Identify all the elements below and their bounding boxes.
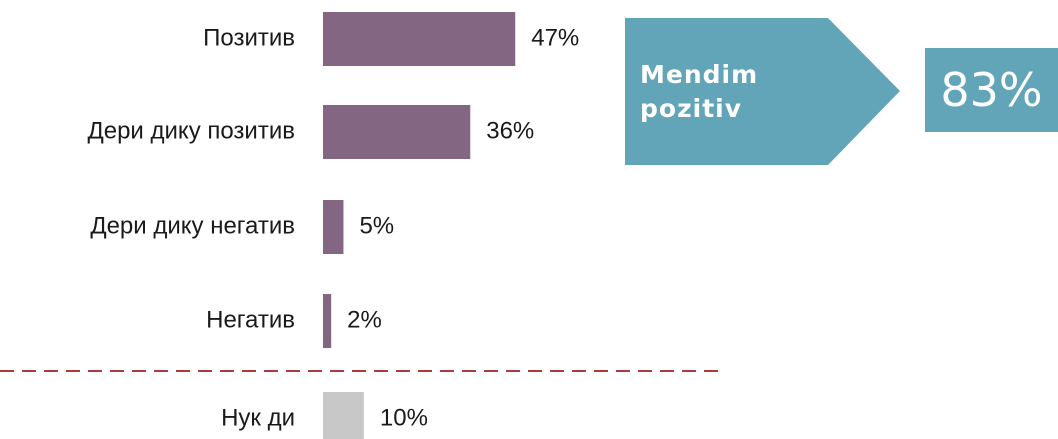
category-label: Позитив	[203, 24, 295, 51]
bar	[323, 12, 516, 66]
value-label: 10%	[380, 404, 428, 431]
bar	[323, 105, 471, 159]
category-label: Дери дику негатив	[90, 212, 295, 239]
callout-value: 83%	[940, 63, 1043, 117]
bar	[323, 200, 344, 254]
value-label: 2%	[347, 306, 382, 333]
category-label: Нук ди	[221, 404, 295, 431]
callout-box	[925, 48, 1058, 132]
bar	[323, 392, 364, 439]
value-label: 47%	[531, 24, 579, 51]
category-label: Негатив	[206, 306, 295, 333]
category-label: Дери дику позитив	[87, 117, 295, 144]
callout-label: Mendim pozitiv	[640, 60, 759, 123]
bar	[323, 294, 332, 348]
value-label: 36%	[486, 117, 534, 144]
value-label: 5%	[359, 212, 394, 239]
callout-arrow	[625, 18, 900, 165]
